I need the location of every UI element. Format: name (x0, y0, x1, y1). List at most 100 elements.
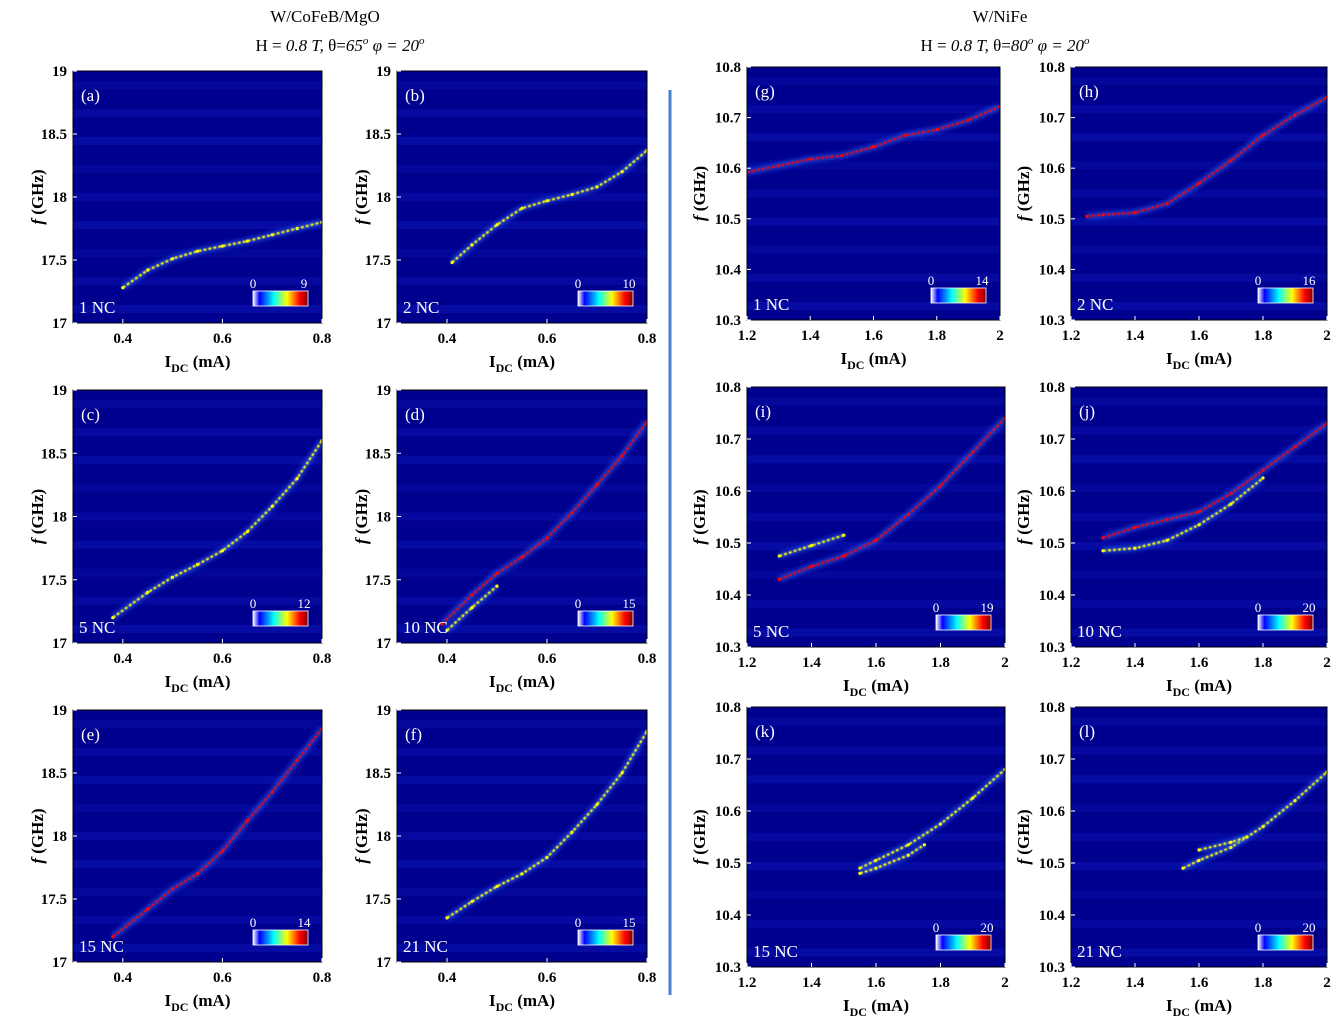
noise-band (1071, 861, 1327, 870)
plot-background (73, 710, 322, 962)
noise-band (1071, 890, 1327, 899)
noise-band (73, 540, 322, 549)
x-tick-label: 2 (1323, 655, 1331, 671)
panel-a: 0.4 0.6 0.8 17 17.5 18 18.5 19 IDC (mA) f (GHz) (a… (28, 64, 331, 375)
noise-band (73, 165, 322, 173)
data-point (195, 563, 200, 567)
data-point (470, 243, 474, 247)
background-bands (397, 400, 647, 633)
data-point (295, 758, 299, 763)
traces (858, 767, 1005, 877)
colorbar-min-label: 0 (928, 273, 935, 288)
colorbar-min-label: 0 (250, 915, 257, 930)
data-point (570, 830, 574, 834)
data-point (1101, 549, 1105, 553)
noise-band (397, 888, 647, 896)
x-tick-label: 0.8 (313, 331, 332, 347)
traces (445, 729, 647, 921)
panel-c: 0.4 0.6 0.8 17 17.5 18 18.5 19 IDC (mA) f (GHz) (c… (28, 383, 331, 695)
y-tick-label: 10.3 (1039, 313, 1065, 329)
background-bands (73, 81, 322, 313)
y-tick-label: 18.5 (41, 446, 67, 462)
trace-line (112, 439, 322, 619)
panel-label: (f) (405, 725, 422, 744)
x-tick-label: 2 (1001, 975, 1009, 991)
data-point (971, 450, 975, 454)
nc-label: 1 NC (753, 295, 789, 314)
data-point (495, 571, 499, 576)
data-point (1133, 211, 1137, 215)
noise-band (1071, 775, 1327, 784)
trace-line (859, 843, 925, 875)
nc-label: 2 NC (403, 298, 439, 317)
y-tick-label: 18.5 (365, 446, 391, 462)
y-tick-label: 10.7 (1039, 752, 1066, 768)
x-tick-label: 1.6 (1190, 975, 1209, 991)
y-axis-label: f (GHz) (1014, 166, 1033, 221)
data-point (195, 249, 200, 253)
data-point (595, 802, 599, 807)
y-tick-label: 17.5 (365, 253, 391, 269)
y-tick-label: 10.3 (715, 640, 741, 656)
noise-band (1071, 189, 1327, 198)
panel-d: 0.4 0.6 0.8 17 17.5 18 18.5 19 IDC (mA) f (GHz) (d… (352, 383, 656, 695)
plot-background (73, 71, 322, 323)
data-point (570, 192, 574, 197)
x-tick-label: 1.8 (1254, 655, 1273, 671)
traces (747, 103, 1000, 176)
data-point (270, 504, 274, 508)
noise-band (73, 456, 322, 465)
x-tick-label: 0.4 (113, 970, 132, 986)
noise-band (73, 720, 322, 728)
noise-band (73, 137, 322, 145)
noise-band (1071, 301, 1327, 310)
background-bands (73, 720, 322, 952)
y-tick-label: 19 (376, 383, 391, 399)
noise-band (1071, 599, 1327, 608)
colorbar-max-label: 20 (1303, 920, 1316, 935)
data-point (1229, 502, 1233, 506)
y-tick-label: 10.6 (1039, 161, 1066, 177)
plot-background (747, 67, 1000, 320)
noise-band (747, 397, 1005, 406)
x-tick-label: 0.6 (538, 651, 557, 667)
noise-band (747, 628, 1005, 637)
data-point (842, 554, 846, 558)
x-tick-label: 1.2 (1062, 655, 1081, 671)
data-point (470, 606, 474, 610)
y-tick-label: 10.5 (715, 536, 741, 552)
panel-label: (l) (1079, 722, 1095, 741)
data-point (245, 239, 249, 243)
x-axis-label: IDC (mA) (1166, 996, 1232, 1019)
noise-band (1071, 245, 1327, 254)
x-tick-label: 1.6 (1190, 328, 1209, 344)
nc-label: 15 NC (79, 937, 124, 956)
noise-band (397, 165, 647, 173)
plot-background (397, 71, 647, 323)
noise-band (747, 133, 1000, 142)
data-point (842, 533, 846, 537)
x-tick-label: 1.6 (1190, 655, 1209, 671)
panel-k: 1.2 1.4 1.6 1.8 2 10.3 10.4 10.5 10.6 10.7 10.8 IDC… (690, 700, 1009, 1019)
data-point (620, 771, 624, 775)
noise-band (397, 720, 647, 728)
x-tick-label: 0.4 (113, 651, 132, 667)
panel-h: 1.2 1.4 1.6 1.8 2 10.3 10.4 10.5 10.6 10.7 10.8 IDC… (1014, 60, 1331, 372)
colorbar-min-label: 0 (1255, 600, 1262, 615)
data-point (220, 244, 224, 248)
colorbar-max-label: 15 (623, 596, 636, 611)
data-point (470, 899, 474, 904)
x-axis-label: IDC (mA) (1166, 676, 1232, 699)
data-point (495, 884, 499, 889)
data-point (1197, 848, 1201, 852)
colorbar (577, 290, 634, 307)
data-point (1293, 799, 1297, 803)
noise-band (747, 245, 1000, 254)
noise-band (73, 944, 322, 952)
data-point (1261, 133, 1265, 137)
data-point (1293, 113, 1297, 117)
x-tick-label: 1.8 (1254, 975, 1273, 991)
data-point (1181, 866, 1185, 870)
trace-line (1102, 477, 1264, 552)
noise-band (397, 400, 647, 409)
